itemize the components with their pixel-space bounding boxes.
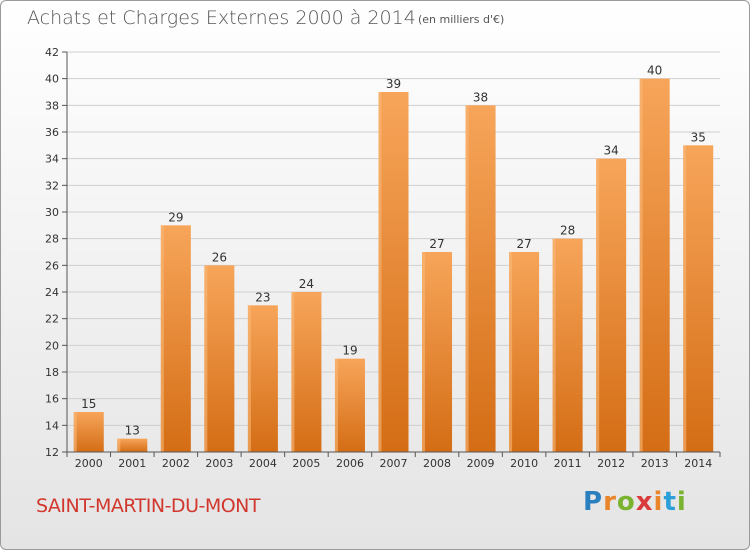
y-tick-label: 36 [45, 126, 59, 139]
x-tick-label: 2003 [205, 457, 233, 470]
bar-value-label: 40 [647, 64, 662, 78]
x-tick-label: 2008 [423, 457, 451, 470]
bar-value-label: 35 [691, 130, 706, 144]
bar-highlight [160, 225, 164, 452]
bar-value-label: 27 [429, 237, 444, 251]
y-tick-label: 28 [45, 233, 59, 246]
bar-highlight [683, 145, 687, 453]
y-tick-label: 12 [45, 446, 59, 459]
chart-subtitle: (en milliers d'€) [418, 13, 505, 26]
x-tick-label: 2004 [249, 457, 277, 470]
bar-value-label: 23 [255, 290, 270, 304]
logo-letter: x [635, 487, 654, 517]
bar-highlight [639, 78, 643, 453]
y-tick-label: 34 [45, 153, 59, 166]
logo-letter: o [616, 487, 636, 517]
x-tick-label: 2007 [380, 457, 408, 470]
logo-letter: P [583, 487, 604, 517]
bar [596, 158, 627, 452]
y-tick-label: 20 [45, 339, 59, 352]
bar-highlight [334, 358, 338, 452]
bar [422, 252, 453, 452]
y-tick-label: 22 [45, 313, 59, 326]
y-axis: 12 14 16 18 20 22 24 26 28 30 32 34 36 38 40 42 [45, 46, 68, 459]
y-tick-label: 40 [45, 73, 59, 86]
bar-highlight [291, 292, 295, 452]
bar-value-label: 39 [386, 77, 401, 91]
bar-value-label: 38 [473, 90, 488, 104]
bar [683, 145, 714, 453]
bar-highlight [465, 105, 469, 452]
bar [204, 265, 235, 452]
x-tick-label: 2014 [684, 457, 712, 470]
bar-highlight [73, 412, 77, 452]
x-tick-label: 2002 [162, 457, 190, 470]
proxiti-logo: Proxiti [583, 487, 687, 517]
x-tick-label: 2012 [597, 457, 625, 470]
bar-highlight [596, 158, 600, 452]
y-tick-label: 24 [45, 286, 59, 299]
x-tick-label: 2009 [467, 457, 495, 470]
bar [160, 225, 191, 452]
y-tick-label: 26 [45, 259, 59, 272]
bar [639, 78, 670, 453]
y-tick-label: 38 [45, 99, 59, 112]
logo-letter: r [603, 487, 617, 517]
logo-letter: i [653, 487, 664, 517]
bar-value-label: 27 [516, 237, 531, 251]
bar [465, 105, 496, 452]
bar-value-label: 26 [212, 250, 227, 264]
bar-value-label: 19 [342, 344, 357, 358]
y-tick-label: 42 [45, 46, 59, 59]
bar-value-label: 28 [560, 224, 575, 238]
logo-letter: i [676, 487, 687, 517]
y-tick-label: 18 [45, 366, 59, 379]
y-tick-label: 32 [45, 179, 59, 192]
bar [552, 238, 583, 452]
bar [117, 438, 148, 452]
y-tick-label: 30 [45, 206, 59, 219]
bar [291, 292, 322, 452]
x-tick-label: 2001 [118, 457, 146, 470]
x-tick-label: 2010 [510, 457, 538, 470]
bar-highlight [247, 305, 251, 452]
bar [247, 305, 278, 452]
bar-highlight [552, 238, 556, 452]
bar-highlight [422, 252, 426, 452]
y-tick-label: 14 [45, 419, 59, 432]
chart-title: Achats et Charges Externes 2000 à 2014 [27, 7, 416, 29]
bar [378, 92, 409, 452]
bar-highlight [378, 92, 382, 452]
bar-value-label: 34 [604, 144, 619, 158]
bar [73, 412, 104, 452]
bar-highlight [117, 438, 121, 452]
x-tick-label: 2006 [336, 457, 364, 470]
bar-value-label: 29 [168, 210, 183, 224]
y-tick-label: 16 [45, 393, 59, 406]
town-name: SAINT-MARTIN-DU-MONT [36, 495, 261, 517]
x-axis: 2000 2001 2002 2003 2004 2005 2006 2007 2008 2009… [66, 451, 721, 470]
x-tick-label: 2011 [554, 457, 582, 470]
x-tick-label: 2000 [75, 457, 103, 470]
bar [509, 252, 540, 452]
logo-letter: t [663, 487, 677, 517]
bar-highlight [204, 265, 208, 452]
bar-value-label: 24 [299, 277, 314, 291]
bar-highlight [509, 252, 513, 452]
bar-value-label: 15 [81, 397, 96, 411]
bars: 15 13 29 26 23 24 19 39 27 38 27 28 34 40 35 [73, 64, 714, 453]
bar [334, 358, 365, 452]
x-tick-label: 2013 [641, 457, 669, 470]
bar-value-label: 13 [125, 424, 140, 438]
x-tick-label: 2005 [292, 457, 320, 470]
